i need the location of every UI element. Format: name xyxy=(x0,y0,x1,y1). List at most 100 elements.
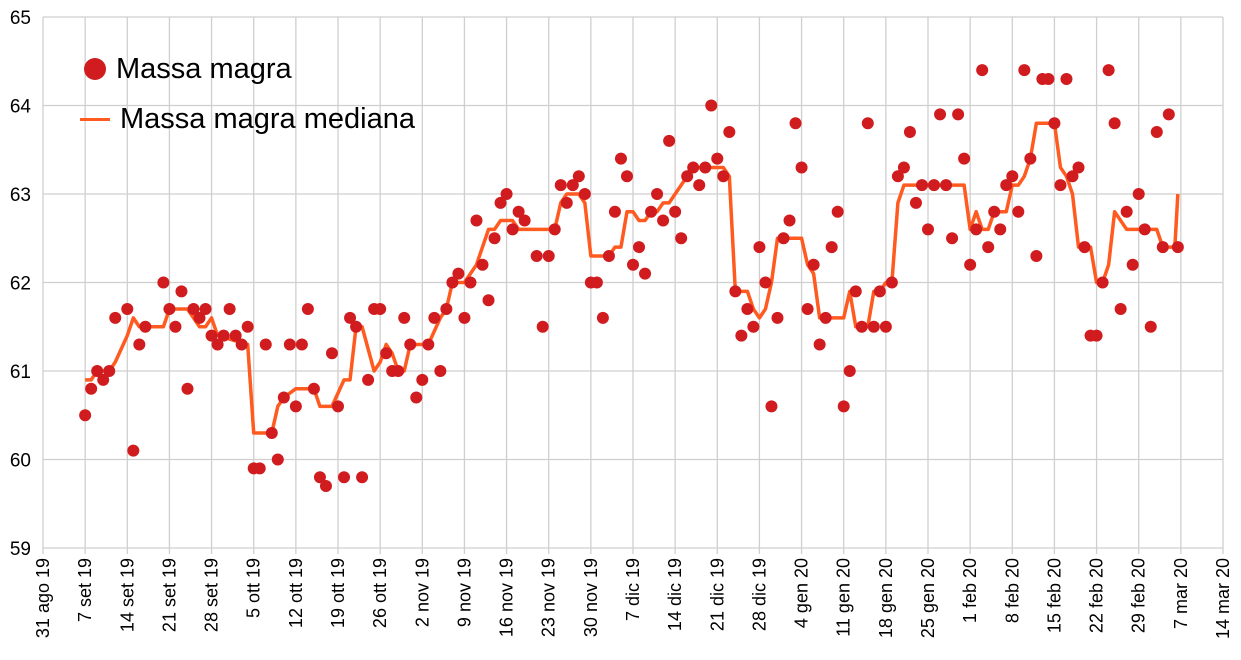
x-tick-label: 16 nov 19 xyxy=(497,558,517,637)
data-point xyxy=(669,205,682,218)
data-point xyxy=(1012,205,1025,218)
data-point xyxy=(91,365,104,377)
x-tick-label: 19 ott 19 xyxy=(328,558,348,628)
y-axis: 59 60 61 62 63 64 65 xyxy=(10,8,32,560)
data-point xyxy=(711,152,724,165)
data-point xyxy=(602,249,615,262)
data-point xyxy=(350,320,363,333)
x-tick-label: 31 ago 19 xyxy=(33,558,53,638)
data-point xyxy=(217,329,230,342)
median-series xyxy=(85,121,1180,435)
data-point xyxy=(506,223,519,236)
data-point xyxy=(861,117,874,130)
data-point xyxy=(205,329,218,342)
data-point xyxy=(512,205,525,218)
data-point xyxy=(915,179,928,192)
data-point xyxy=(590,276,603,289)
legend-label: Massa magra xyxy=(116,52,292,85)
legend: Massa magra Massa magra mediana xyxy=(78,44,415,144)
data-point xyxy=(1150,126,1163,139)
median-line xyxy=(85,121,1180,435)
data-point xyxy=(970,223,983,236)
x-tick-label: 5 ott 19 xyxy=(244,558,264,618)
data-point xyxy=(79,409,92,422)
legend-dot-marker xyxy=(84,58,106,80)
data-point xyxy=(735,329,748,342)
data-point xyxy=(307,382,320,395)
data-point xyxy=(1018,64,1031,77)
data-point xyxy=(958,152,971,165)
data-point xyxy=(410,391,423,404)
data-point xyxy=(338,471,351,484)
data-point xyxy=(1078,241,1091,254)
data-point xyxy=(849,285,862,298)
data-point xyxy=(789,117,802,130)
data-point xyxy=(313,471,326,484)
data-point xyxy=(416,373,429,386)
data-point xyxy=(741,303,754,316)
x-tick-label: 22 feb 20 xyxy=(1087,558,1107,633)
data-point xyxy=(398,311,411,324)
x-tick-label: 7 set 19 xyxy=(75,558,95,622)
x-tick-label: 15 feb 20 xyxy=(1044,558,1064,633)
data-point xyxy=(301,303,314,316)
data-point xyxy=(1126,258,1139,271)
legend-line-marker xyxy=(80,117,110,121)
data-point xyxy=(277,391,290,404)
data-point xyxy=(470,214,483,227)
data-point xyxy=(855,320,868,333)
data-point xyxy=(446,276,459,289)
y-tick-label: 63 xyxy=(10,185,31,206)
x-tick-label: 28 dic 19 xyxy=(749,558,769,631)
data-point xyxy=(163,303,176,316)
data-point xyxy=(452,267,465,280)
data-point xyxy=(940,179,953,192)
x-tick-label: 26 ott 19 xyxy=(370,558,390,628)
data-point xyxy=(1156,241,1169,254)
data-point xyxy=(717,170,730,183)
data-point xyxy=(181,382,194,395)
data-point xyxy=(988,205,1001,218)
x-tick-label: 30 nov 19 xyxy=(581,558,601,637)
data-point xyxy=(946,232,959,245)
data-point xyxy=(428,311,441,324)
x-tick-label: 7 mar 20 xyxy=(1171,558,1191,629)
data-point xyxy=(909,196,922,209)
data-point xyxy=(97,373,110,386)
data-point xyxy=(536,320,549,333)
data-point xyxy=(434,365,447,377)
data-point xyxy=(657,214,670,227)
data-point xyxy=(127,444,140,457)
data-point xyxy=(819,311,832,324)
data-point xyxy=(265,426,278,439)
x-tick-label: 14 set 19 xyxy=(117,558,137,632)
data-point xyxy=(283,338,296,351)
x-tick-label: 14 dic 19 xyxy=(665,558,685,631)
data-point xyxy=(295,338,308,351)
y-tick-label: 64 xyxy=(10,97,32,118)
x-tick-label: 21 set 19 xyxy=(159,558,179,632)
data-point xyxy=(1030,249,1043,262)
data-point xyxy=(1060,72,1073,85)
data-point xyxy=(928,179,941,192)
x-tick-label: 1 feb 20 xyxy=(960,558,980,623)
data-point xyxy=(356,471,369,484)
data-point xyxy=(639,267,652,280)
data-point xyxy=(747,320,760,333)
data-point xyxy=(362,373,375,386)
grid xyxy=(42,16,1224,554)
data-point xyxy=(175,285,188,298)
data-point xyxy=(392,365,405,377)
data-point xyxy=(1162,108,1175,121)
data-point xyxy=(440,303,453,316)
data-point xyxy=(169,320,182,333)
y-tick-label: 60 xyxy=(10,451,31,472)
data-point xyxy=(795,161,808,174)
data-point xyxy=(1066,170,1079,183)
data-point xyxy=(500,188,513,200)
data-point xyxy=(289,400,302,413)
data-point xyxy=(1171,241,1184,254)
data-point xyxy=(319,480,332,493)
legend-item-massa-magra: Massa magra xyxy=(78,44,415,94)
